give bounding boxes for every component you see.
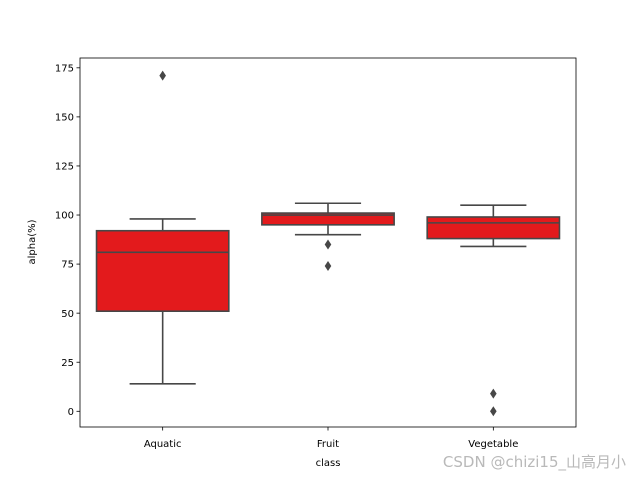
y-tick-label: 175 [55,63,74,74]
outlier-point [490,406,497,417]
outlier-point [159,70,166,81]
y-tick-label: 100 [55,211,74,222]
y-tick-label: 25 [61,358,74,369]
iqr-box [261,212,395,226]
plot-area [95,70,561,417]
y-tick-label: 50 [61,309,74,320]
x-tick-label: Vegetable [468,439,518,450]
x-tick-label: Aquatic [144,439,182,450]
y-tick-label: 0 [68,407,74,418]
box-fruit [261,202,395,272]
x-tick-label: Fruit [317,439,339,450]
outlier-point [324,239,332,250]
box-aquatic [95,70,230,385]
outlier-point [324,261,332,272]
watermark-text: CSDN @chizi15_山高月小 [442,453,626,471]
iqr-box [426,216,561,240]
y-tick-label: 150 [55,112,74,123]
y-axis: 0 25 50 75 100 125 150 175 [55,63,80,418]
y-tick-label: 75 [61,260,74,271]
y-tick-label: 125 [55,162,74,173]
iqr-box [95,229,230,312]
outlier-point [490,388,497,399]
x-axis-label: class [316,458,341,469]
y-axis-label: alpha(%) [27,219,38,264]
box-vegetable [426,204,561,417]
x-axis: Aquatic Fruit Vegetable [144,427,518,450]
